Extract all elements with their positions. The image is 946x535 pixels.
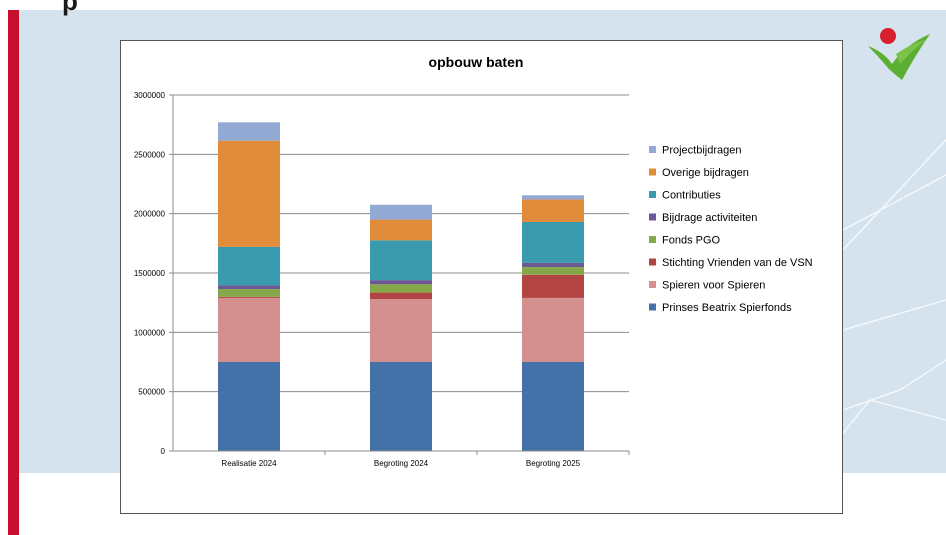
logo-green-leaf <box>896 40 926 64</box>
bar-segment <box>522 297 584 362</box>
y-tick-label: 3000000 <box>134 91 166 100</box>
bar-segment <box>218 285 280 290</box>
accent-red-bar <box>8 10 19 535</box>
legend-label: Spieren voor Spieren <box>662 280 765 292</box>
bar-segment <box>218 296 280 298</box>
bars <box>218 122 584 451</box>
legend-swatch <box>649 191 656 198</box>
legend-swatch <box>649 146 656 153</box>
bar-segment <box>522 274 584 298</box>
legend-swatch <box>649 213 656 221</box>
y-tick-label: 500000 <box>138 388 165 397</box>
logo-red-dot <box>880 28 896 44</box>
bar-segment <box>370 219 432 241</box>
legend: Projectbijdragen Overige bijdragen Contrib… <box>649 145 813 314</box>
legend-label: Bijdrage activiteiten <box>662 212 757 224</box>
bar-segment <box>522 195 584 200</box>
bar-segment <box>370 280 432 285</box>
legend-swatch <box>649 303 656 311</box>
bar-segment <box>522 362 584 451</box>
y-tick-label: 2000000 <box>134 210 166 219</box>
stacked-bar-chart: opbouw baten 0 500000 1000000 1500000 200000… <box>134 54 813 468</box>
bar-segment <box>370 240 432 281</box>
y-tick-label: 0 <box>161 447 166 456</box>
chart-title: opbouw baten <box>429 54 524 70</box>
bar-segment <box>218 246 280 286</box>
bar-segment <box>370 204 432 220</box>
legend-label: Prinses Beatrix Spierfonds <box>662 302 792 314</box>
legend-label: Projectbijdragen <box>662 145 742 157</box>
chart-frame: opbouw baten 0 500000 1000000 1500000 200000… <box>120 40 843 514</box>
bar-segment <box>522 267 584 275</box>
bar-segment <box>370 362 432 451</box>
bar-segment <box>218 297 280 362</box>
legend-swatch <box>649 258 656 266</box>
legend-swatch <box>649 281 656 288</box>
legend-label: Fonds PGO <box>662 235 721 247</box>
y-tick-label: 1000000 <box>134 328 166 337</box>
legend-swatch <box>649 236 656 243</box>
slide-title-fragment: p <box>62 0 78 16</box>
y-tick-label: 2500000 <box>134 150 166 159</box>
legend-label: Stichting Vrienden van de VSN <box>662 257 813 269</box>
x-tick-label: Begroting 2024 <box>374 459 429 468</box>
legend-label: Overige bijdragen <box>662 167 749 179</box>
bar-segment <box>370 299 432 362</box>
x-tick-label: Begroting 2025 <box>526 459 581 468</box>
bar-segment <box>370 284 432 293</box>
bar-segment <box>522 199 584 222</box>
y-tick-label: 1500000 <box>134 269 166 278</box>
bar-segment <box>522 221 584 263</box>
bar-segment <box>218 122 280 141</box>
bar-segment <box>522 262 584 268</box>
bar-segment <box>218 362 280 451</box>
bar-segment <box>218 140 280 247</box>
bar-segment <box>218 289 280 297</box>
y-axis: 0 500000 1000000 1500000 2000000 2500000 30000… <box>134 91 174 456</box>
legend-swatch <box>649 168 656 176</box>
legend-label: Contributies <box>662 190 721 202</box>
bar-segment <box>370 292 432 300</box>
x-axis: Realisatie 2024 Begroting 2024 Begroting 2… <box>173 450 630 468</box>
organization-logo <box>868 28 930 80</box>
x-tick-label: Realisatie 2024 <box>221 459 277 468</box>
